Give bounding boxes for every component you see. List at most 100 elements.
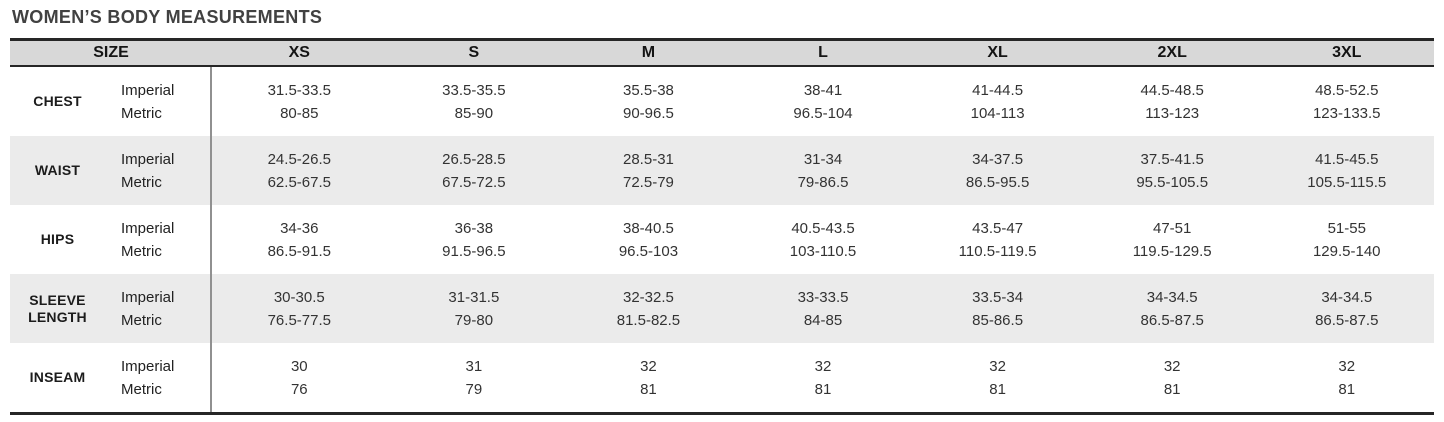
metric-value: 72.5-79 — [623, 173, 674, 191]
metric-value: 81 — [814, 380, 832, 398]
imperial-value: 36-38 — [454, 219, 494, 237]
metric-value: 105.5-115.5 — [1307, 173, 1387, 191]
unit-labels: Imperial Metric — [105, 205, 212, 274]
imperial-value: 34-34.5 — [1146, 288, 1198, 306]
measurement-cell: 35.5-38 90-96.5 — [561, 67, 736, 136]
size-measurements-table: SIZE XS S M L XL 2XL 3XL CHEST Imperial … — [10, 38, 1434, 415]
size-header-xs: XS — [288, 44, 310, 61]
metric-value: 86.5-87.5 — [1315, 311, 1379, 329]
measurement-cell: 28.5-31 72.5-79 — [561, 136, 736, 205]
measurement-cell: 26.5-28.5 67.5-72.5 — [387, 136, 562, 205]
metric-value: 129.5-140 — [1312, 242, 1381, 260]
metric-value: 95.5-105.5 — [1136, 173, 1209, 191]
metric-value: 123-133.5 — [1312, 104, 1381, 122]
imperial-value: 48.5-52.5 — [1315, 81, 1379, 99]
imperial-value: 44.5-48.5 — [1140, 81, 1204, 99]
measurement-cell: 38-40.5 96.5-103 — [561, 205, 736, 274]
unit-labels: Imperial Metric — [105, 274, 212, 343]
measurement-cell: 32 81 — [910, 343, 1085, 412]
imperial-value: 38-41 — [803, 81, 843, 99]
metric-value: 80-85 — [280, 104, 319, 122]
metric-value: 86.5-95.5 — [965, 173, 1030, 191]
imperial-value: 35.5-38 — [623, 81, 674, 99]
imperial-value: 24.5-26.5 — [267, 150, 331, 168]
metric-value: 91.5-96.5 — [442, 242, 506, 260]
measurement-cell: 31.5-33.5 80-85 — [212, 67, 387, 136]
imperial-value: 33.5-35.5 — [442, 81, 506, 99]
page-title: WOMEN’S BODY MEASUREMENTS — [12, 7, 323, 27]
measurement-cell: 33.5-34 85-86.5 — [910, 274, 1085, 343]
metric-value: 113-123 — [1145, 104, 1200, 122]
imperial-value: 31-34 — [803, 150, 843, 168]
metric-value: 96.5-103 — [618, 242, 679, 260]
measurement-cell: 43.5-47 110.5-119.5 — [910, 205, 1085, 274]
imperial-value: 30-30.5 — [273, 288, 325, 306]
measurement-cell: 31-34 79-86.5 — [736, 136, 911, 205]
size-header-l: L — [818, 44, 828, 61]
measurement-cell: 41.5-45.5 105.5-115.5 — [1259, 136, 1434, 205]
size-header-m: M — [641, 44, 656, 61]
metric-unit-label: Metric — [121, 173, 162, 191]
imperial-value: 28.5-31 — [623, 150, 674, 168]
metric-unit-label: Metric — [121, 104, 162, 122]
measurement-cell: 31-31.5 79-80 — [387, 274, 562, 343]
metric-value: 62.5-67.5 — [267, 173, 331, 191]
imperial-value: 41.5-45.5 — [1315, 150, 1379, 168]
metric-value: 85-90 — [454, 104, 494, 122]
size-header-3xl: 3XL — [1332, 44, 1362, 61]
measurement-cell: 48.5-52.5 123-133.5 — [1259, 67, 1434, 136]
imperial-unit-label: Imperial — [121, 219, 175, 237]
imperial-value: 31.5-33.5 — [267, 81, 331, 99]
metric-value: 96.5-104 — [793, 104, 853, 122]
metric-unit-label: Metric — [121, 311, 162, 329]
metric-value: 81.5-82.5 — [616, 311, 681, 329]
imperial-value: 32 — [989, 357, 1006, 375]
metric-value: 119.5-129.5 — [1132, 242, 1212, 260]
imperial-value: 26.5-28.5 — [442, 150, 506, 168]
size-header-2xl: 2XL — [1157, 44, 1187, 61]
measurement-cell: 34-37.5 86.5-95.5 — [910, 136, 1085, 205]
measurement-cell: 31 79 — [387, 343, 562, 412]
measurement-cell: 33-33.5 84-85 — [736, 274, 911, 343]
metric-value: 81 — [1163, 380, 1181, 398]
metric-value: 76.5-77.5 — [267, 311, 331, 329]
measurement-cell: 34-34.5 86.5-87.5 — [1259, 274, 1434, 343]
unit-labels: Imperial Metric — [105, 343, 212, 412]
row-label: INSEAM — [29, 369, 86, 385]
metric-value: 86.5-91.5 — [267, 242, 331, 260]
measurement-cell: 32-32.5 81.5-82.5 — [561, 274, 736, 343]
metric-value: 81 — [989, 380, 1006, 398]
measurement-cell: 32 81 — [1259, 343, 1434, 412]
metric-value: 67.5-72.5 — [442, 173, 506, 191]
measurement-cell: 34-36 86.5-91.5 — [212, 205, 387, 274]
imperial-value: 51-55 — [1327, 219, 1366, 237]
metric-value: 110.5-119.5 — [958, 242, 1037, 260]
metric-value: 104-113 — [970, 104, 1025, 122]
imperial-value: 33-33.5 — [797, 288, 849, 306]
metric-unit-label: Metric — [121, 380, 162, 398]
measurement-cell: 40.5-43.5 103-110.5 — [736, 205, 911, 274]
size-column-header: SIZE — [93, 44, 129, 61]
row-label: CHEST — [33, 93, 82, 109]
metric-value: 81 — [1338, 380, 1356, 398]
imperial-value: 32 — [640, 357, 657, 375]
size-header-xl: XL — [987, 44, 1008, 61]
measurement-cell: 44.5-48.5 113-123 — [1085, 67, 1260, 136]
metric-value: 79-86.5 — [797, 173, 849, 191]
imperial-unit-label: Imperial — [121, 81, 175, 99]
measurement-cell: 30 76 — [212, 343, 387, 412]
unit-labels: Imperial Metric — [105, 136, 212, 205]
imperial-value: 32 — [814, 357, 832, 375]
metric-value: 103-110.5 — [789, 242, 857, 260]
imperial-value: 41-44.5 — [972, 81, 1024, 99]
metric-value: 90-96.5 — [623, 104, 674, 122]
metric-value: 81 — [640, 380, 657, 398]
imperial-value: 43.5-47 — [972, 219, 1024, 237]
measurement-cell: 32 81 — [736, 343, 911, 412]
measurement-cell: 36-38 91.5-96.5 — [387, 205, 562, 274]
measurement-cell: 32 81 — [561, 343, 736, 412]
imperial-unit-label: Imperial — [121, 357, 175, 375]
unit-labels: Imperial Metric — [105, 67, 212, 136]
table-row-waist: WAIST Imperial Metric 24.5-26.5 62.5-67.… — [10, 136, 1434, 205]
